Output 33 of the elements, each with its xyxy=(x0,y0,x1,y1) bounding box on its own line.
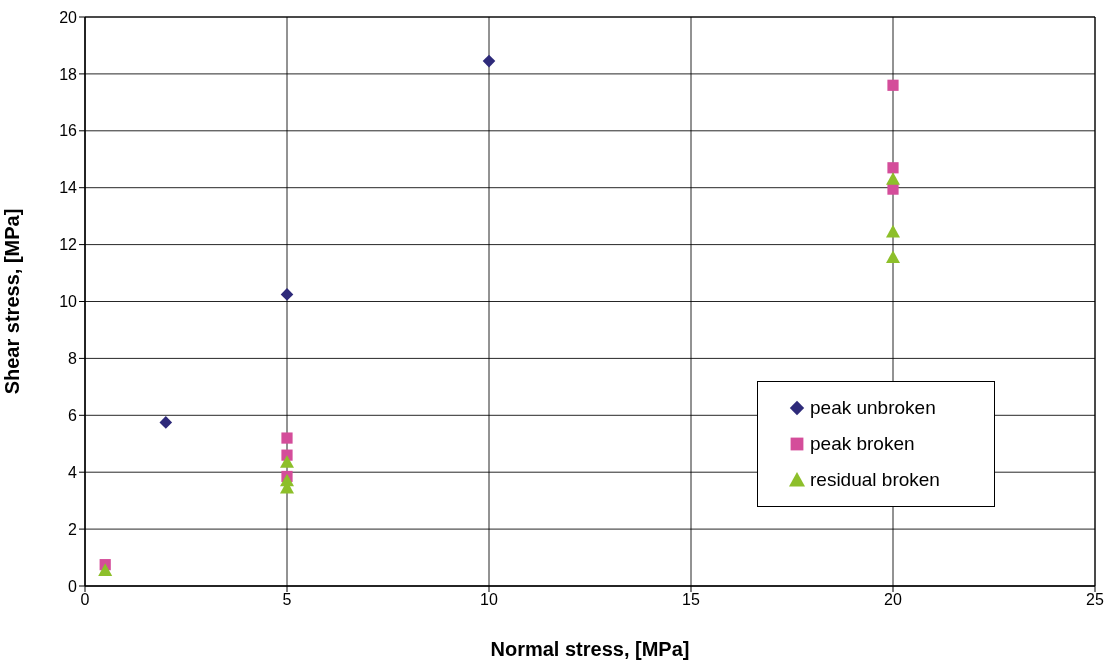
y-tick-label: 14 xyxy=(59,179,78,197)
y-tick-label: 0 xyxy=(68,577,78,595)
legend-label: peak broken xyxy=(810,433,915,455)
y-tick-label: 18 xyxy=(59,65,78,83)
legend-label: residual broken xyxy=(810,469,940,491)
point xyxy=(887,79,899,91)
point xyxy=(886,250,900,263)
legend-label: peak unbroken xyxy=(810,397,936,419)
point xyxy=(98,563,113,576)
x-tick-label: 20 xyxy=(884,591,902,609)
y-axis-title: Shear stress, [MPa] xyxy=(1,208,24,395)
point xyxy=(280,455,294,468)
point xyxy=(281,432,293,444)
y-tick-label: 10 xyxy=(59,293,78,311)
x-tick-label: 0 xyxy=(80,591,90,609)
point xyxy=(887,162,899,174)
point xyxy=(159,416,173,429)
y-tick-label: 6 xyxy=(68,406,78,424)
x-tick-label: 10 xyxy=(480,591,498,609)
x-tick-label: 25 xyxy=(1086,591,1104,609)
x-axis-title: Normal stress, [MPa] xyxy=(490,638,690,660)
x-tick-label: 15 xyxy=(682,591,700,609)
y-tick-label: 2 xyxy=(68,520,78,538)
point xyxy=(886,224,900,238)
y-tick-label: 12 xyxy=(59,236,78,254)
point xyxy=(886,172,900,185)
y-tick-label: 4 xyxy=(68,463,78,481)
y-tick-label: 16 xyxy=(59,122,78,140)
point xyxy=(482,54,496,68)
x-tick-label: 5 xyxy=(282,591,292,609)
y-tick-label: 8 xyxy=(68,350,78,368)
point xyxy=(280,288,294,301)
y-tick-label: 20 xyxy=(59,8,78,26)
